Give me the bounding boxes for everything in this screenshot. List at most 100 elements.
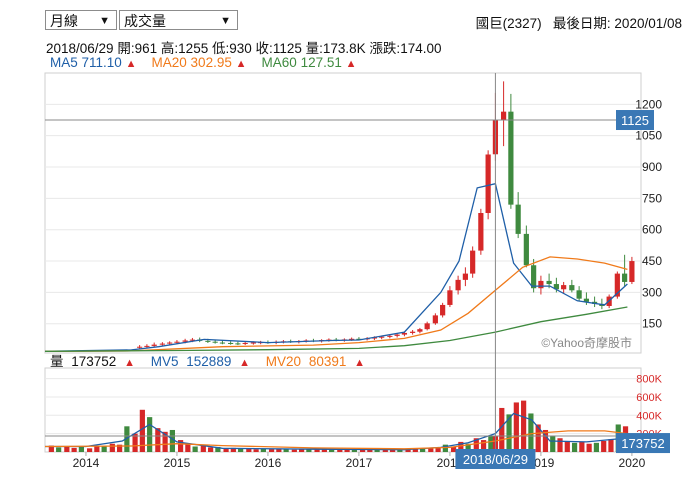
ohlc-readout: 2018/06/29 開:961 高:1255 低:930 收:1125 量:1… [46,37,442,57]
candle-body [531,265,537,289]
up-triangle-icon: ▲ [239,357,250,369]
mv5-label: MV5 [151,354,179,369]
volume-bar [608,439,614,452]
candle-body [356,338,362,340]
year-tick-label: 2015 [164,456,191,470]
candle-body [485,154,491,213]
ma60-legend: MA60 127.51 ▲ [262,55,357,70]
volume-bar [200,444,206,452]
candle-body [410,331,416,333]
candle-body [401,332,408,335]
volume-bar [579,441,585,452]
volume-bar [86,448,93,452]
volume-bar [208,447,214,452]
watermark: ©Yahoo奇摩股市 [541,335,632,350]
ma60-line [44,306,628,352]
volume-bar [420,448,426,452]
year-tick-label: 2017 [346,456,373,470]
volume-bar [405,449,411,452]
close-label: 收: [255,41,273,56]
change-value: 174.00 [400,41,442,56]
candle-body [576,290,582,299]
volume-bar [535,424,541,452]
volume-bar [397,449,403,452]
up-triangle-icon: ▲ [125,58,137,70]
ma5-line [44,182,628,352]
ma20-line [44,256,628,352]
candle-body [137,346,143,348]
ma20-value: 302.95 [190,55,232,70]
volume-bar [101,446,107,452]
volume-bar [230,447,236,452]
stock-name: 國巨(2327) [475,16,542,31]
volume-bar [329,449,335,452]
volume-bar [374,449,380,452]
volume-bar [435,447,441,452]
candlesticks [137,81,635,349]
volume-bar [124,426,130,452]
volume-bar [321,449,327,452]
volume-bar [223,448,229,452]
candle-body [235,343,241,345]
candle-body [144,345,150,347]
ma-legend: MA5 711.10 ▲ MA20 302.95 ▲ MA60 127.51 ▲ [50,55,357,70]
volume-bar [314,449,320,452]
ma5-value: 711.10 [81,55,122,70]
volume-bar [64,446,70,452]
volume-legend: 量 173752 ▲ MV5 152889 ▲ MV20 80391 ▲ [50,354,365,369]
volume-badge [616,433,670,454]
mv5-value: 152889 [186,354,231,369]
volume-bar [177,440,184,452]
volume-bar [109,443,115,452]
volume-bar [48,445,54,452]
candle-body [151,344,157,346]
candle-body [174,341,180,343]
last-date: 2020/01/08 [614,16,682,31]
mv20-line [44,430,628,450]
candle-body [228,342,234,344]
price-badge [616,110,654,131]
candle-body [501,111,507,121]
volume-bar [521,400,527,452]
volume-bar [337,449,343,452]
year-tick-label: 2014 [73,456,100,470]
chevron-down-icon: ▼ [99,15,110,27]
price-tick-label: 750 [642,191,662,205]
stock-info: 國巨(2327) 最後日期: 2020/01/08 [476,12,682,32]
volume-bar [601,440,607,452]
candle-body [189,339,196,341]
volume-panel-frame [44,367,642,453]
volume-bar [428,448,434,452]
candle-body [242,342,248,344]
period-select[interactable]: 月線 ▼ [45,10,117,30]
candle-body [523,233,529,266]
candle-body [478,213,484,251]
candle-body [371,337,377,339]
candle-body [515,204,521,234]
volume-bar [94,446,100,452]
candle-body [212,341,218,343]
volume-bars [48,400,636,452]
volume-bar [306,449,312,452]
change-label: 漲跌: [369,41,401,56]
volume-bar [276,449,282,452]
volume-bar [389,449,396,452]
volume-bar [586,443,592,452]
volume-bar [488,436,494,452]
volume-bar [246,448,252,452]
volume-legend-text: 量 173752 ▲ MV5 152889 ▲ MV20 80391 ▲ [50,354,365,369]
volume-bar [155,428,161,452]
candle-body [569,285,575,291]
candle-body [379,336,385,338]
indicator-select[interactable]: 成交量 ▼ [119,10,238,30]
candle-body [387,335,393,337]
last-date-label: 最後日期: [552,16,611,31]
candle-body [159,343,165,345]
volume-bar [260,448,266,452]
volume-bar [185,443,191,452]
volume-bar [506,414,512,452]
volume-bar [450,446,457,452]
up-triangle-icon: ▲ [124,357,135,369]
price-tick-label: 1050 [635,129,662,143]
